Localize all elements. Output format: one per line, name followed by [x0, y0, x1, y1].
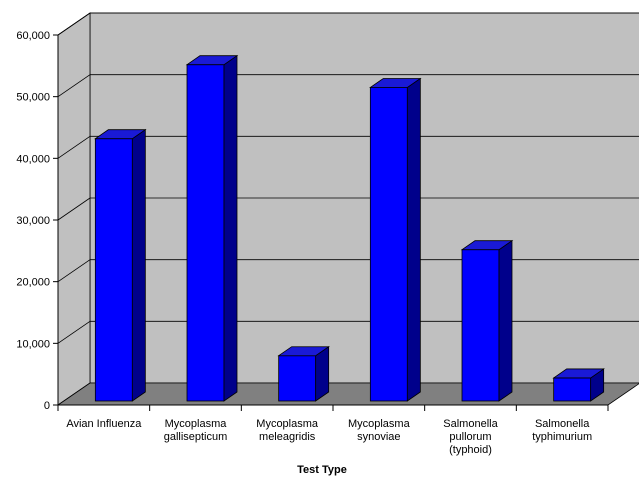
bar: [185, 54, 239, 402]
x-tick-label-line: Mycoplasma: [165, 418, 228, 430]
axes: [53, 34, 609, 411]
x-tick-label: Mycoplasma meleagridis: [256, 418, 319, 443]
x-tick-label-line: Avian Influenza: [66, 418, 142, 430]
x-tick-label-line: (typhoid): [449, 444, 492, 456]
x-tick-label: Mycoplasma synoviae: [348, 418, 411, 443]
x-tick-label-line: pullorum: [449, 431, 491, 443]
y-tick-label: 0: [44, 400, 50, 412]
y-tick-label: 30,000: [16, 215, 50, 227]
x-tick-label-line: Mycoplasma: [256, 418, 319, 430]
bar-side: [315, 345, 330, 402]
bar-side: [498, 239, 513, 402]
bars: [94, 54, 605, 402]
x-tick-label: Salmonella typhimurium: [532, 418, 592, 443]
gridline-side: [57, 259, 91, 282]
x-tick-label-line: meleagridis: [259, 431, 316, 443]
x-tick-label-line: Mycoplasma: [348, 418, 411, 430]
bar-front: [94, 138, 133, 402]
x-tick-label: Mycoplasma gallisepticum: [164, 418, 228, 443]
bar-top: [460, 240, 514, 251]
bar-front: [278, 355, 317, 402]
x-tick-label-line: Salmonella: [443, 418, 498, 430]
bar-side: [131, 128, 146, 402]
bar-top: [552, 368, 605, 379]
gridlines: [57, 12, 639, 344]
y-tick-label: 50,000: [16, 92, 50, 104]
x-tick-label: Avian Influenza: [66, 418, 142, 430]
bar-top: [277, 346, 330, 357]
x-tick-label-line: typhimurium: [532, 431, 592, 443]
y-tick-label: 40,000: [16, 153, 50, 165]
x-tick-label-line: Salmonella: [535, 418, 590, 430]
y-tick-label: 10,000: [16, 338, 50, 350]
x-axis-title: Test Type: [297, 464, 347, 476]
bar-side: [406, 77, 421, 402]
gridline-side: [57, 321, 91, 344]
gridline-side: [57, 12, 91, 36]
bar-top: [94, 129, 147, 140]
y-tick-label: 20,000: [16, 277, 50, 289]
gridline-side: [57, 74, 91, 97]
bar-side: [223, 54, 238, 402]
y-tick-label: 60,000: [16, 30, 50, 42]
bar-front: [186, 64, 225, 402]
bar-front: [461, 249, 500, 402]
bar: [94, 128, 147, 402]
bar-top: [369, 78, 422, 88]
gridline-side: [57, 136, 91, 159]
x-tick-label-line: gallisepticum: [164, 431, 228, 443]
bar: [369, 77, 422, 402]
bar: [552, 368, 605, 402]
x-tick-label-line: synoviae: [357, 431, 400, 443]
bar-front: [553, 377, 592, 402]
bar-front: [369, 87, 408, 402]
bar: [460, 239, 514, 402]
gridline-side: [57, 197, 91, 221]
bar: [277, 345, 330, 402]
x-tick-label: Salmonella pullorum (typhoid): [443, 418, 498, 456]
x-tick-labels: Avian Influenza Mycoplasma gallisepticumMy…: [66, 418, 592, 456]
bar-top: [185, 55, 239, 66]
y-tick-labels: 0 10,000 20,000 30,000 40,000 50,000 60,000: [16, 30, 50, 412]
